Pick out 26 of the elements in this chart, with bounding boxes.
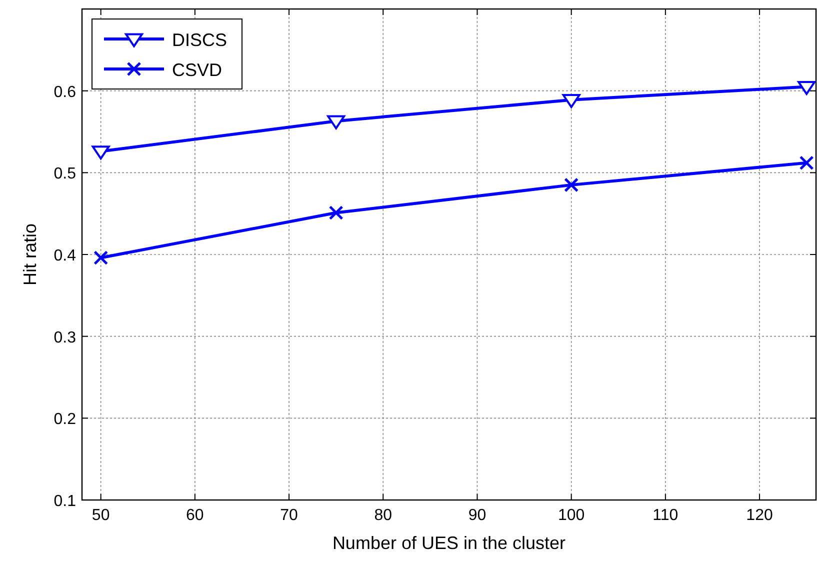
y-tick-label: 0.5 xyxy=(54,166,76,183)
point xyxy=(327,115,346,130)
x-tick-label: 90 xyxy=(468,507,486,524)
point xyxy=(328,206,344,220)
x-tick-label: 110 xyxy=(652,507,678,524)
y-tick-label: 0.4 xyxy=(54,248,76,264)
point xyxy=(798,80,816,95)
point xyxy=(92,146,110,160)
legend-label: DISCS xyxy=(172,30,228,50)
x-tick-label: 70 xyxy=(280,507,298,524)
x-tick-label: 100 xyxy=(558,507,585,524)
x-tick-label: 60 xyxy=(186,507,204,524)
y-tick-label: 0.3 xyxy=(54,329,76,346)
y-tick-label: 0.2 xyxy=(54,411,76,428)
point xyxy=(562,94,580,108)
x-axis-title: Number of UES in the cluster xyxy=(332,533,566,553)
y-tick-label: 0.1 xyxy=(54,493,76,510)
point xyxy=(564,178,579,192)
legend-label: CSVD xyxy=(172,60,222,80)
x-tick-label: 120 xyxy=(746,507,773,524)
x-tick-label: 80 xyxy=(374,507,392,524)
point xyxy=(799,156,814,170)
y-tick-label: 0.6 xyxy=(54,84,76,101)
point xyxy=(94,250,108,266)
y-axis-title: Hit ratio xyxy=(20,223,40,286)
x-tick-label: 50 xyxy=(92,507,110,524)
